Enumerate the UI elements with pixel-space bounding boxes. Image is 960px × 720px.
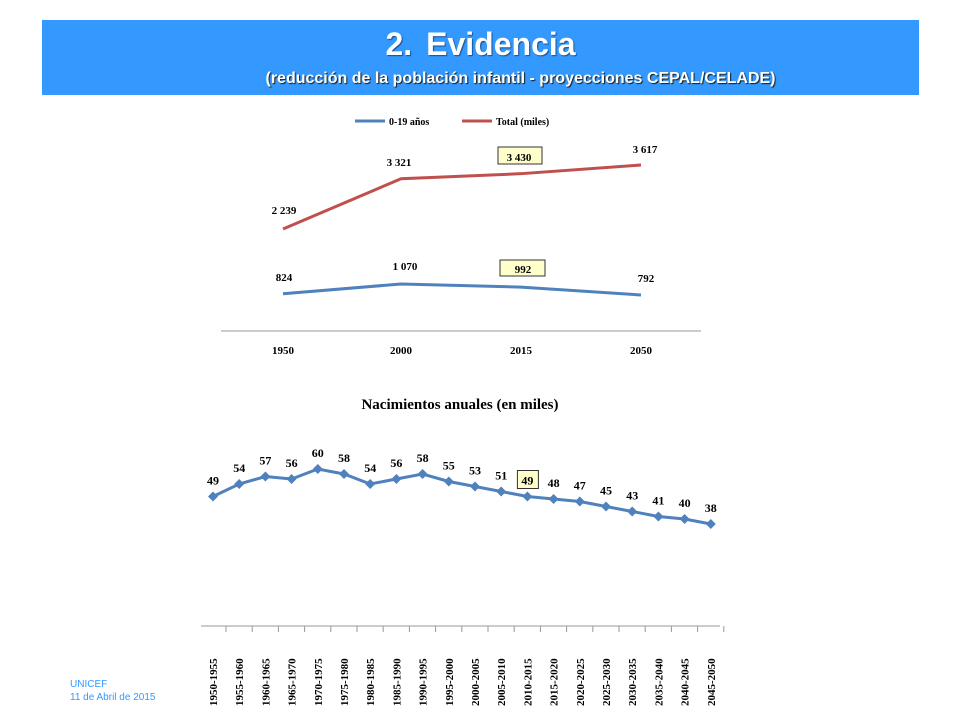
data-label-births: 40 bbox=[679, 496, 691, 510]
data-label-births: 43 bbox=[626, 489, 638, 503]
data-label-births: 38 bbox=[705, 501, 717, 515]
legend-label-blue: 0-19 años bbox=[389, 117, 429, 128]
data-label-births: 49 bbox=[207, 474, 219, 488]
data-marker-births bbox=[470, 481, 480, 492]
x-tick-label: 1950 bbox=[272, 345, 295, 357]
footer-date: 11 de Abril de 2015 bbox=[70, 692, 156, 703]
data-marker-births bbox=[627, 506, 638, 517]
data-marker-births bbox=[234, 479, 245, 489]
series-line-births bbox=[212, 467, 712, 526]
data-label-births: 48 bbox=[548, 476, 560, 490]
x-tick-label-births: 2010-2015 bbox=[522, 658, 534, 706]
x-tick-label-births: 1965-1970 bbox=[287, 658, 299, 706]
x-tick-label-births: 2030-2035 bbox=[627, 658, 639, 706]
x-tick-label-births: 2000-2005 bbox=[470, 658, 482, 706]
x-tick-label-births: 1980-1985 bbox=[365, 658, 377, 706]
x-tick-label-births: 1975-1980 bbox=[339, 658, 351, 706]
data-label-births: 45 bbox=[600, 484, 612, 498]
data-label-births: 51 bbox=[495, 469, 507, 483]
data-label-total: 3 321 bbox=[387, 157, 412, 169]
data-marker-births bbox=[574, 496, 585, 507]
x-tick-label-births: 1995-2000 bbox=[444, 658, 456, 706]
data-marker-births bbox=[705, 519, 716, 529]
x-tick-label-births: 1950-1955 bbox=[208, 658, 220, 706]
data-marker-births bbox=[548, 494, 559, 504]
page-subtitle: (reducción de la población infantil - pr… bbox=[265, 70, 776, 87]
x-tick-label-births: 1960-1965 bbox=[260, 658, 272, 706]
data-marker-births bbox=[601, 501, 611, 512]
data-label-births: 49 bbox=[521, 474, 533, 488]
data-marker-births bbox=[653, 511, 664, 522]
data-label-births: 58 bbox=[338, 451, 350, 465]
x-tick-label-births: 2020-2025 bbox=[575, 658, 587, 706]
series-line-total bbox=[282, 163, 642, 231]
data-label-births: 56 bbox=[390, 456, 402, 470]
data-marker-births bbox=[260, 471, 271, 482]
data-label-births: 47 bbox=[574, 479, 586, 493]
x-tick-label: 2000 bbox=[390, 345, 413, 357]
data-label-births: 56 bbox=[286, 456, 298, 470]
page-title: 2. Evidencia bbox=[42, 26, 919, 63]
data-label-total: 2 239 bbox=[272, 205, 297, 217]
data-marker-births bbox=[391, 474, 402, 484]
data-label-highlight-box bbox=[499, 259, 546, 277]
data-marker-births bbox=[312, 464, 323, 474]
x-tick-label-births: 1985-1990 bbox=[391, 658, 403, 706]
footer: UNICEF 11 de Abril de 2015 bbox=[70, 678, 155, 704]
x-tick-label-births: 1970-1975 bbox=[313, 658, 325, 706]
data-label-births: 41 bbox=[652, 494, 664, 508]
data-label-births: 55 bbox=[443, 459, 455, 473]
data-marker-births bbox=[443, 476, 454, 487]
x-tick-label: 2050 bbox=[630, 345, 653, 357]
x-tick-label-births: 1990-1995 bbox=[418, 658, 430, 706]
chart-title-births: Nacimientos anuales (en miles) bbox=[361, 397, 558, 413]
x-tick-label-births: 2025-2030 bbox=[601, 658, 613, 706]
data-marker-births bbox=[522, 491, 533, 502]
x-tick-label-births: 2040-2045 bbox=[680, 658, 692, 706]
x-tick-label: 2015 bbox=[510, 345, 533, 357]
data-marker-births bbox=[208, 491, 218, 502]
data-marker-births bbox=[496, 486, 507, 497]
data-marker-births bbox=[679, 514, 690, 524]
data-label-births: 57 bbox=[259, 454, 271, 468]
x-tick-label-births: 2035-2040 bbox=[653, 658, 665, 706]
section-number: 2. bbox=[385, 26, 413, 62]
section-title: Evidencia bbox=[426, 26, 576, 62]
x-tick-label-births: 2005-2010 bbox=[496, 658, 508, 706]
data-label-0-19: 792 bbox=[638, 273, 655, 285]
data-marker-births bbox=[417, 469, 428, 479]
header-banner: 2. Evidencia (reducción de la población i… bbox=[42, 20, 919, 95]
data-label-highlight-box bbox=[497, 146, 543, 165]
data-label-0-19: 992 bbox=[515, 264, 532, 276]
data-marker-births bbox=[365, 479, 376, 489]
data-label-births: 53 bbox=[469, 464, 481, 478]
data-label-total: 3 617 bbox=[633, 144, 658, 156]
data-label-births: 58 bbox=[417, 451, 429, 465]
data-label-0-19: 1 070 bbox=[393, 261, 418, 273]
data-label-births: 54 bbox=[233, 461, 245, 475]
data-marker-births bbox=[286, 474, 297, 484]
data-label-0-19: 824 bbox=[276, 272, 293, 284]
data-label-births: 54 bbox=[364, 461, 376, 475]
data-label-births: 60 bbox=[312, 446, 324, 460]
x-tick-label-births: 1955-1960 bbox=[234, 658, 246, 706]
series-line-0-19 bbox=[282, 282, 642, 297]
legend-label-red: Total (miles) bbox=[496, 117, 549, 128]
footer-org: UNICEF bbox=[70, 679, 108, 690]
data-label-total: 3 430 bbox=[507, 152, 532, 164]
x-tick-label-births: 2015-2020 bbox=[549, 658, 561, 706]
data-label-highlight-box bbox=[516, 470, 539, 489]
data-marker-births bbox=[339, 469, 349, 479]
x-tick-label-births: 2045-2050 bbox=[706, 658, 718, 706]
